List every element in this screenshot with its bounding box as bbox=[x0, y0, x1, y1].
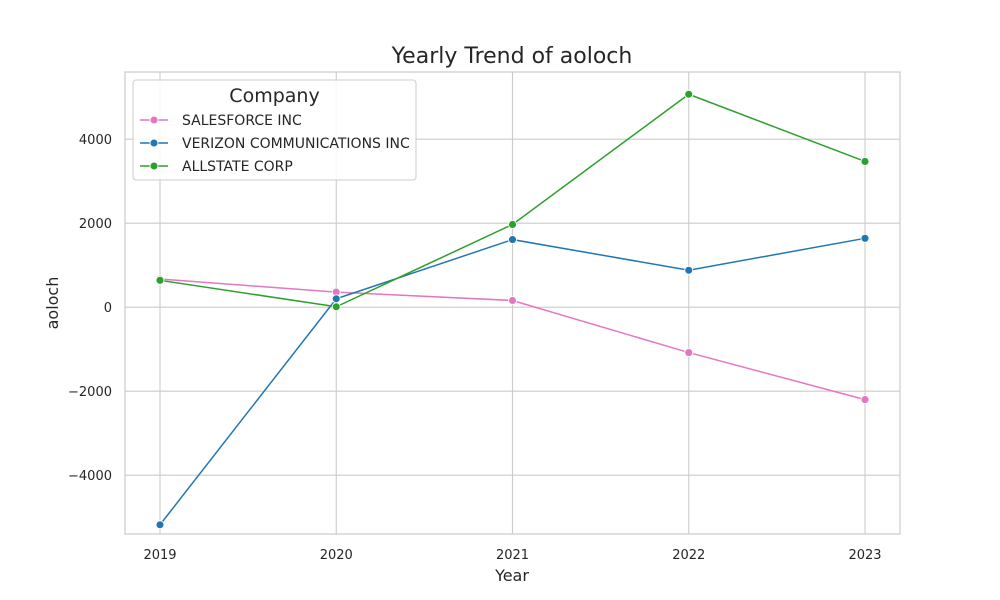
legend-label: VERIZON COMMUNICATIONS INC bbox=[182, 136, 410, 152]
chart-title: Yearly Trend of aoloch bbox=[391, 44, 633, 69]
data-point bbox=[508, 235, 517, 245]
legend-label: SALESFORCE INC bbox=[182, 113, 302, 129]
data-point bbox=[155, 275, 165, 285]
x-tick-label: 2022 bbox=[672, 548, 705, 563]
x-axis-label: Year bbox=[494, 566, 529, 585]
data-point bbox=[860, 157, 870, 166]
x-tick-label: 2019 bbox=[143, 548, 176, 563]
y-tick-label: 0 bbox=[104, 301, 112, 316]
data-point bbox=[684, 89, 694, 99]
data-point bbox=[508, 220, 517, 229]
data-point bbox=[684, 348, 694, 358]
x-tick-label: 2021 bbox=[496, 548, 529, 563]
series-verizon-communications-inc bbox=[155, 233, 870, 530]
x-tick-label: 2020 bbox=[320, 548, 353, 563]
y-axis-label: aoloch bbox=[43, 277, 62, 330]
series-allstate-corp bbox=[155, 89, 870, 312]
legend-marker bbox=[149, 138, 159, 148]
data-point bbox=[331, 302, 341, 312]
legend-marker bbox=[149, 161, 159, 171]
legend-label: ALLSTATE CORP bbox=[182, 159, 293, 175]
legend-title: Company bbox=[229, 85, 319, 107]
series-lines bbox=[155, 89, 870, 530]
legend-marker bbox=[149, 115, 159, 125]
y-tick-label: 2000 bbox=[79, 217, 112, 232]
x-tick-label: 2023 bbox=[848, 548, 881, 563]
data-point bbox=[860, 233, 870, 243]
y-tick-label: 4000 bbox=[79, 133, 112, 148]
data-point bbox=[508, 296, 517, 305]
data-point bbox=[860, 395, 870, 405]
legend: Company SALESFORCE INC VERIZON COMMUNICAT… bbox=[132, 79, 417, 181]
data-point bbox=[684, 265, 694, 275]
data-point bbox=[155, 520, 165, 530]
y-tick-label: −2000 bbox=[68, 385, 112, 400]
y-tick-label: −4000 bbox=[68, 469, 112, 484]
tick-labels: 2019 2020 2021 2022 2023 4000 2000 0 −2000 −4000 bbox=[68, 133, 882, 563]
data-point bbox=[331, 294, 341, 304]
legend-box bbox=[132, 79, 417, 181]
